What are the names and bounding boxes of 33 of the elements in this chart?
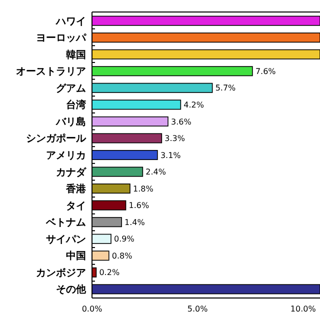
y-tick-label: その他 <box>56 284 87 296</box>
data-label: 3.3% <box>164 134 186 144</box>
y-tick-label: ハワイ <box>55 16 86 28</box>
y-tick-label: ヨーロッパ <box>36 33 87 44</box>
data-label: 0.2% <box>99 268 120 278</box>
data-label: 1.4% <box>124 218 146 227</box>
data-label: 2.4% <box>146 168 166 177</box>
y-tick-label: タイ <box>66 200 86 212</box>
data-label: 0.9% <box>114 234 135 244</box>
x-tick-label: 5.0% <box>187 304 208 314</box>
y-tick-label: グアム <box>56 82 86 94</box>
x-tick-label: 0.0% <box>82 304 103 314</box>
data-label: 7.6% <box>255 66 276 76</box>
y-tick-label: ベトナム <box>45 218 86 229</box>
data-label: 1.8% <box>133 184 154 194</box>
y-tick-label: カナダ <box>56 166 87 178</box>
y-tick-label: 香港 <box>65 183 87 196</box>
y-tick-label: 韓国 <box>66 48 86 61</box>
data-label: 3.1% <box>160 150 182 160</box>
y-tick-label: 中国 <box>66 250 86 262</box>
y-tick-label: バリ島 <box>55 116 86 128</box>
data-label: 1.6% <box>128 201 150 210</box>
data-label: 5.7% <box>215 84 236 93</box>
y-tick-label: シンガポール <box>26 134 87 145</box>
y-tick-label: アメリカ <box>46 150 86 162</box>
y-tick-label: 台湾 <box>66 99 87 112</box>
y-tick-label: サイパン <box>46 234 86 246</box>
y-tick-label: オーストラリア <box>16 66 86 78</box>
y-tick-label: カンボジア <box>36 266 86 279</box>
data-label: 3.6% <box>171 117 192 126</box>
x-tick-label: 10.0% <box>290 304 316 314</box>
data-label: 4.2% <box>184 100 204 110</box>
data-label: 0.8% <box>112 251 133 260</box>
